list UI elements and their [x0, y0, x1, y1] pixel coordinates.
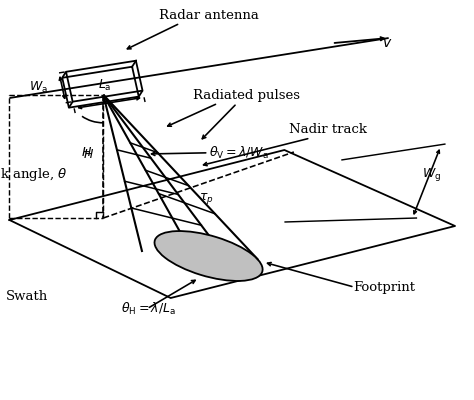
- Text: $\tau_p$: $\tau_p$: [199, 190, 214, 206]
- Text: $W_{\rm a}$: $W_{\rm a}$: [29, 80, 48, 95]
- Text: k angle, $\theta$: k angle, $\theta$: [0, 166, 67, 182]
- Text: Radiated pulses: Radiated pulses: [193, 89, 300, 102]
- Text: Footprint: Footprint: [353, 281, 415, 294]
- Text: $v$: $v$: [382, 36, 392, 50]
- Text: $\theta_{\rm H} = \lambda/L_{\rm a}$: $\theta_{\rm H} = \lambda/L_{\rm a}$: [121, 301, 176, 317]
- Text: Swath: Swath: [6, 290, 48, 302]
- Text: $H$: $H$: [83, 148, 94, 160]
- Text: $L_{\rm a}$: $L_{\rm a}$: [98, 78, 111, 93]
- Ellipse shape: [155, 231, 263, 281]
- Text: $\theta_{\rm V} = \lambda/W_{\rm a}$: $\theta_{\rm V} = \lambda/W_{\rm a}$: [209, 145, 268, 161]
- Text: Radar antenna: Radar antenna: [159, 9, 258, 22]
- Text: $H$: $H$: [82, 146, 92, 158]
- Text: $W_{\rm g}$: $W_{\rm g}$: [422, 166, 441, 182]
- Text: Nadir track: Nadir track: [289, 123, 367, 136]
